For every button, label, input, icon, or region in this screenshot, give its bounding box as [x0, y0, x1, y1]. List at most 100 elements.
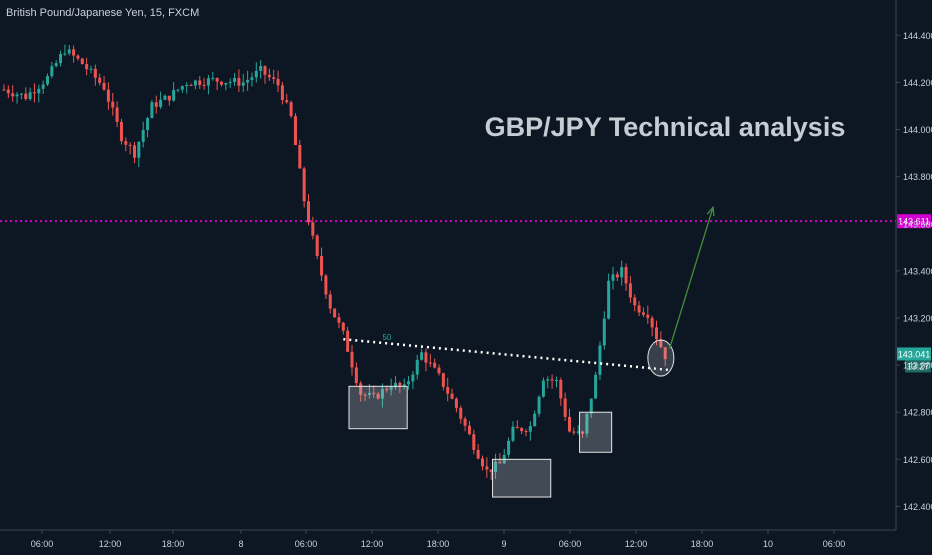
candle-down: [520, 428, 523, 431]
candle-down: [307, 201, 310, 222]
candle-up: [181, 86, 184, 89]
candle-down: [642, 312, 645, 314]
candle-down: [551, 379, 554, 380]
candle-up: [607, 281, 610, 319]
candle-down: [216, 78, 219, 82]
consolidation-box-3: [580, 412, 612, 452]
candle-up: [233, 78, 236, 82]
candle-up: [246, 80, 249, 83]
candle-down: [129, 145, 132, 146]
candle-up: [555, 380, 558, 381]
candle-up: [142, 130, 145, 142]
candle-down: [559, 380, 562, 398]
price-tick-label: 142.400: [903, 502, 932, 512]
candle-up: [529, 426, 532, 432]
candle-down: [111, 102, 114, 108]
time-tick-label: 8: [238, 539, 243, 549]
candle-down: [342, 323, 345, 331]
candle-up: [407, 381, 410, 384]
candle-down: [272, 77, 275, 79]
candle-down: [98, 78, 101, 83]
candle-down: [320, 256, 323, 276]
candle-down: [81, 59, 84, 64]
consolidation-box-2: [493, 459, 551, 497]
candle-down: [11, 93, 14, 96]
candle-up: [159, 100, 162, 107]
candle-down: [629, 283, 632, 297]
candle-up: [603, 319, 606, 346]
candle-up: [63, 53, 66, 54]
candle-up: [46, 76, 49, 84]
candle-down: [116, 107, 119, 121]
candle-up: [37, 89, 40, 93]
candle-up: [411, 375, 414, 382]
candle-down: [120, 122, 123, 141]
candle-down: [155, 102, 158, 107]
candle-up: [259, 66, 262, 71]
candle-down: [76, 56, 79, 59]
candle-down: [455, 399, 458, 408]
candle-up: [146, 118, 149, 130]
symbol-title: British Pound/Japanese Yen, 15, FXCM: [6, 7, 199, 19]
candle-down: [646, 315, 649, 318]
candle-up: [42, 84, 45, 88]
candle-down: [477, 450, 480, 459]
price-tick-label: 143.000: [903, 361, 932, 371]
candle-down: [451, 394, 454, 399]
candle-up: [29, 92, 32, 99]
candle-up: [242, 82, 245, 85]
candle-up: [177, 90, 180, 91]
candle-down: [33, 92, 36, 93]
candle-down: [446, 387, 449, 394]
candle-down: [72, 49, 75, 55]
candle-up: [207, 78, 210, 85]
candle-up: [50, 66, 53, 76]
candle-up: [598, 346, 601, 375]
time-tick-label: 18:00: [691, 539, 714, 549]
candle-down: [472, 434, 475, 450]
candle-down: [303, 168, 306, 201]
candle-down: [398, 383, 401, 386]
candle-down: [316, 236, 319, 256]
candle-down: [424, 352, 427, 362]
last-price-label: 143.041: [898, 349, 931, 359]
candle-down: [337, 317, 340, 323]
candle-down: [633, 298, 636, 306]
candle-down: [311, 222, 314, 235]
price-tick-label: 143.200: [903, 314, 932, 324]
candle-up: [620, 267, 623, 277]
time-tick-label: 06:00: [823, 539, 846, 549]
candle-up: [416, 360, 419, 375]
candle-down: [464, 419, 467, 426]
candle-down: [198, 80, 201, 84]
annotation-title: GBP/JPY Technical analysis: [485, 112, 846, 142]
candle-up: [20, 94, 23, 95]
time-tick-label: 10: [763, 539, 773, 549]
time-tick-label: 18:00: [162, 539, 185, 549]
candle-down: [442, 373, 445, 387]
price-tick-label: 142.800: [903, 408, 932, 418]
candle-up: [511, 427, 514, 441]
candle-up: [533, 414, 536, 426]
candle-up: [255, 71, 258, 77]
candle-up: [194, 80, 197, 85]
candle-down: [625, 267, 628, 283]
candle-up: [68, 49, 71, 53]
candle-down: [564, 398, 567, 416]
candle-down: [24, 94, 27, 99]
neckline-label: 50: [382, 333, 391, 342]
candle-up: [546, 379, 549, 380]
candle-down: [281, 85, 284, 100]
price-tick-label: 144.000: [903, 125, 932, 135]
consolidation-box-1: [349, 386, 407, 428]
candle-up: [137, 142, 140, 158]
time-tick-label: 18:00: [427, 539, 450, 549]
time-tick-label: 06:00: [31, 539, 54, 549]
candle-up: [185, 85, 188, 86]
candle-up: [420, 352, 423, 360]
candle-down: [290, 102, 293, 116]
candle-up: [250, 77, 253, 80]
